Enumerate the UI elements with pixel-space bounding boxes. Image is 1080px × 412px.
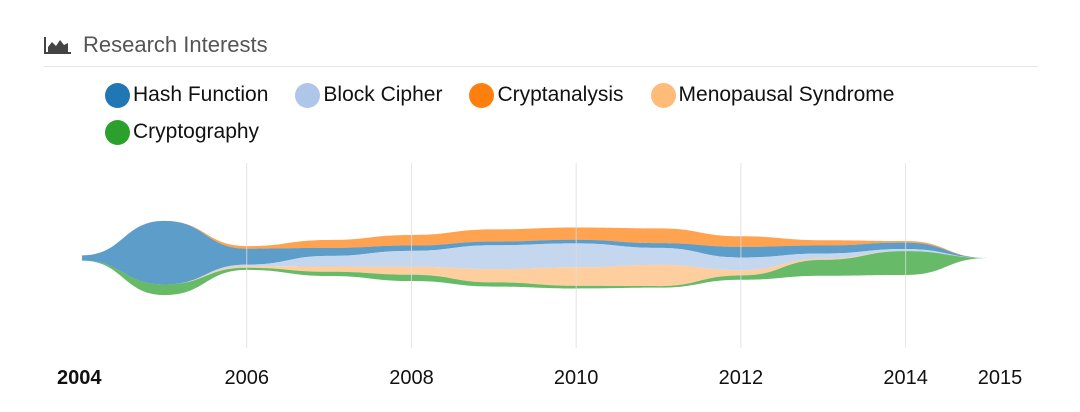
chart-legend: Hash Function Block Cipher Cryptanalysis Me… [105,80,1005,147]
legend-swatch [650,82,676,108]
legend-label: Menopausal Syndrome [678,83,895,106]
stream-layer-cryptanalysis[interactable] [82,220,988,258]
legend-swatch [105,82,130,108]
stream-layer-block-cipher[interactable] [82,243,988,285]
legend-item-menopausal-syndrome[interactable]: Menopausal Syndrome [650,80,895,110]
legend-item-block-cipher[interactable]: Block Cipher [295,80,442,110]
legend-item-hash-function[interactable]: Hash Function [105,80,268,110]
stream-layer-menopausal-syndrome[interactable] [82,251,988,287]
legend-item-cryptanalysis[interactable]: Cryptanalysis [469,80,624,110]
stream-layer-hash-function[interactable] [82,220,988,285]
x-tick-label-2006: 2006 [224,367,269,389]
legend-swatch [105,119,130,145]
legend-item-cryptography[interactable]: Cryptography [105,117,259,147]
legend-swatch [469,82,495,108]
legend-label: Hash Function [133,83,269,106]
x-tick-label-2014: 2014 [883,367,928,389]
legend-label: Block Cipher [323,83,443,106]
x-tick-label-2012: 2012 [719,367,764,389]
legend-label: Cryptography [133,120,260,143]
legend-label: Cryptanalysis [497,83,624,106]
legend-swatch [295,82,321,108]
stream-layer-cryptography[interactable] [82,251,988,296]
x-tick-label-2008: 2008 [389,367,434,389]
x-tick-label-2010: 2010 [554,367,599,389]
area-chart-icon [44,37,71,54]
section-header: Research Interests [44,30,1038,67]
section-title: Research Interests [83,32,268,57]
x-tick-label-2004: 2004 [57,367,102,389]
x-tick-label-2015: 2015 [978,367,1023,389]
